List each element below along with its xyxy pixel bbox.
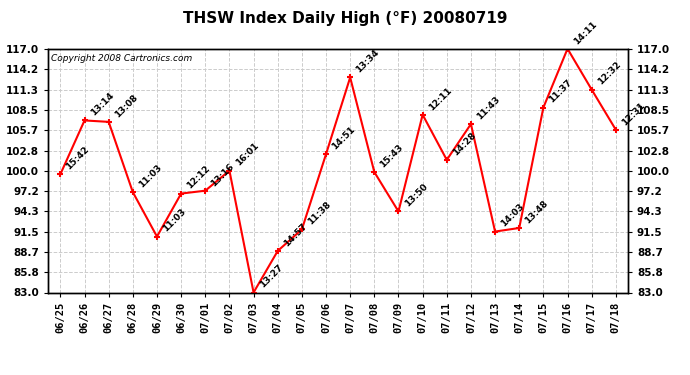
Text: 13:48: 13:48 xyxy=(524,198,550,225)
Text: 15:42: 15:42 xyxy=(65,145,91,171)
Text: 13:34: 13:34 xyxy=(355,48,381,75)
Text: 12:31: 12:31 xyxy=(620,100,647,127)
Text: 12:12: 12:12 xyxy=(186,164,212,191)
Text: 13:27: 13:27 xyxy=(258,263,284,290)
Text: 13:14: 13:14 xyxy=(89,91,115,118)
Text: 11:03: 11:03 xyxy=(137,163,164,189)
Text: 11:37: 11:37 xyxy=(548,78,574,105)
Text: 15:43: 15:43 xyxy=(379,142,405,169)
Text: 13:50: 13:50 xyxy=(403,182,429,209)
Text: 14:57: 14:57 xyxy=(282,221,308,248)
Text: 14:28: 14:28 xyxy=(451,130,477,157)
Text: 13:16: 13:16 xyxy=(210,161,236,188)
Text: 11:38: 11:38 xyxy=(306,200,333,226)
Text: Copyright 2008 Cartronics.com: Copyright 2008 Cartronics.com xyxy=(51,54,193,63)
Text: 11:43: 11:43 xyxy=(475,94,502,121)
Text: 14:11: 14:11 xyxy=(572,19,598,46)
Text: 14:03: 14:03 xyxy=(500,202,526,229)
Text: THSW Index Daily High (°F) 20080719: THSW Index Daily High (°F) 20080719 xyxy=(183,11,507,26)
Text: 14:51: 14:51 xyxy=(331,124,357,152)
Text: 12:32: 12:32 xyxy=(596,60,622,87)
Text: 16:01: 16:01 xyxy=(234,141,260,168)
Text: 13:08: 13:08 xyxy=(113,93,139,119)
Text: 11:03: 11:03 xyxy=(161,207,188,234)
Text: 12:11: 12:11 xyxy=(427,86,453,112)
